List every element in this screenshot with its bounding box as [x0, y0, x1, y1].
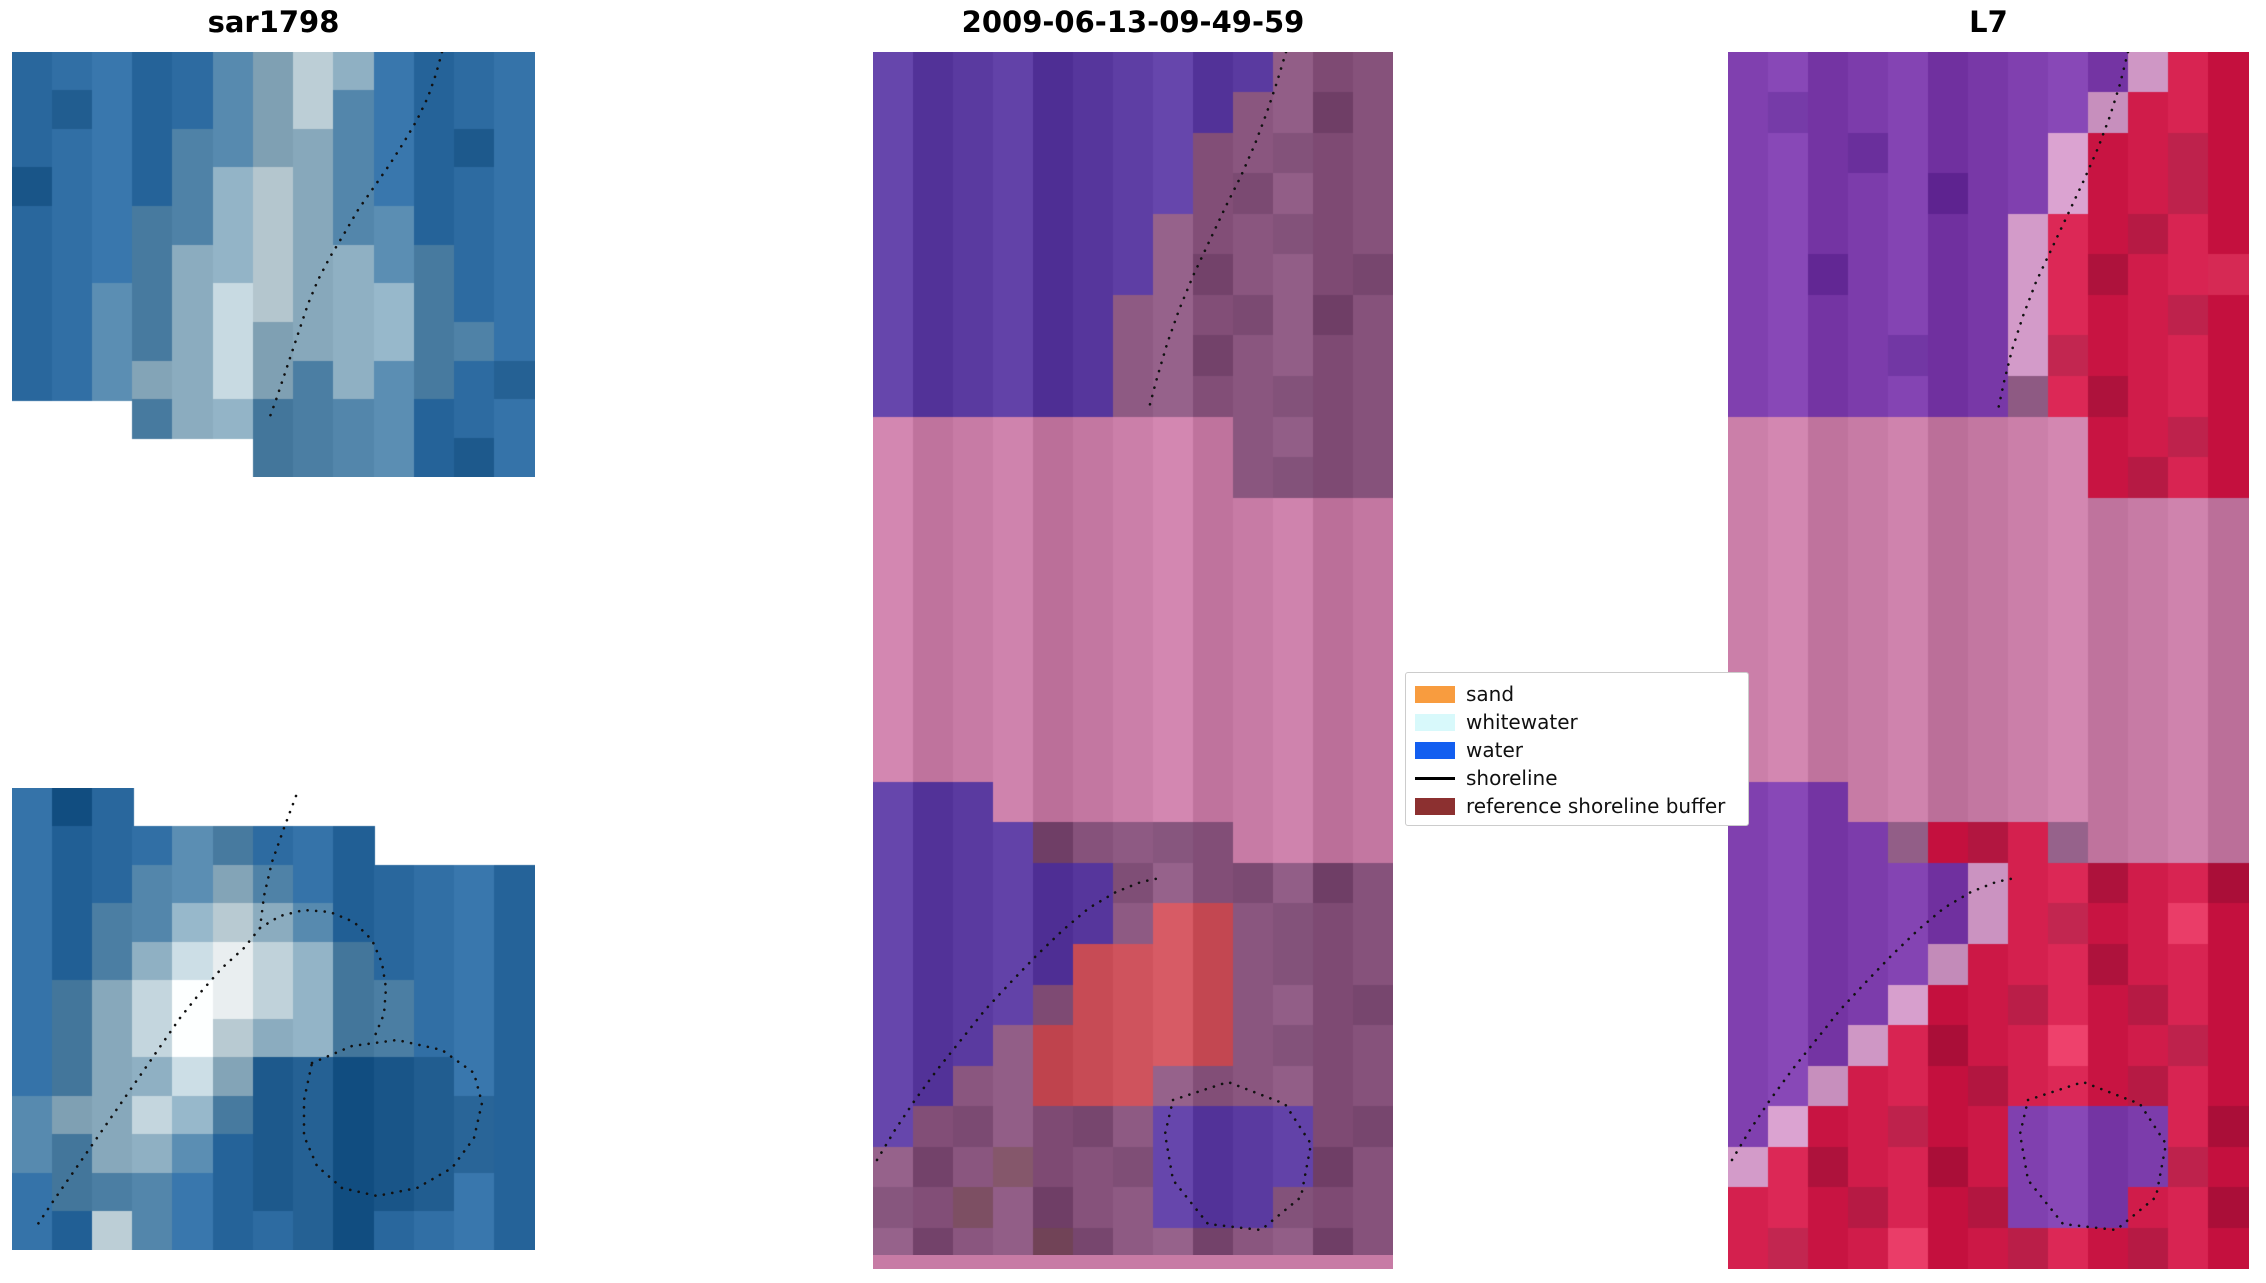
sar-top-panel: [12, 52, 535, 477]
reference-buffer-swatch-icon: [1415, 797, 1455, 815]
legend-item-shoreline: shoreline: [1415, 764, 1748, 792]
l7-image: [1728, 52, 2249, 1269]
sar-bottom-panel: [12, 788, 535, 1250]
legend-item-reference-buffer: reference shoreline buffer: [1415, 792, 1748, 820]
panel-title-l7: L7: [1969, 5, 2008, 39]
l7-shoreline-overlay: [1730, 52, 2168, 1232]
whitewater-swatch-icon: [1415, 713, 1455, 731]
sar-bottom-shoreline-overlay: [36, 794, 484, 1226]
legend-item-whitewater: whitewater: [1415, 708, 1748, 736]
sand-swatch-icon: [1415, 685, 1455, 703]
water-swatch-icon: [1415, 741, 1455, 759]
panel-title-date: 2009-06-13-09-49-59: [961, 5, 1305, 39]
sar-bottom-image: [12, 788, 535, 1250]
classified-panel: [873, 52, 1393, 1269]
panel-title-sar: sar1798: [207, 5, 340, 39]
classified-image: [873, 52, 1393, 1269]
legend-label-whitewater: whitewater: [1466, 710, 1578, 734]
legend-label-sand: sand: [1466, 682, 1515, 706]
classified-bottom-strip: [873, 1255, 1393, 1269]
legend-item-water: water: [1415, 736, 1748, 764]
legend-item-sand: sand: [1415, 680, 1748, 708]
shoreline-line-icon: [1415, 776, 1455, 780]
classified-shoreline-overlay: [875, 52, 1313, 1232]
legend-box: sand whitewater water shoreline referenc…: [1405, 672, 1749, 826]
legend-label-water: water: [1466, 738, 1523, 762]
sar-top-shoreline-overlay: [266, 52, 444, 424]
legend-label-reference-buffer: reference shoreline buffer: [1466, 794, 1726, 818]
legend-label-shoreline: shoreline: [1466, 766, 1558, 790]
l7-panel: [1728, 52, 2249, 1269]
